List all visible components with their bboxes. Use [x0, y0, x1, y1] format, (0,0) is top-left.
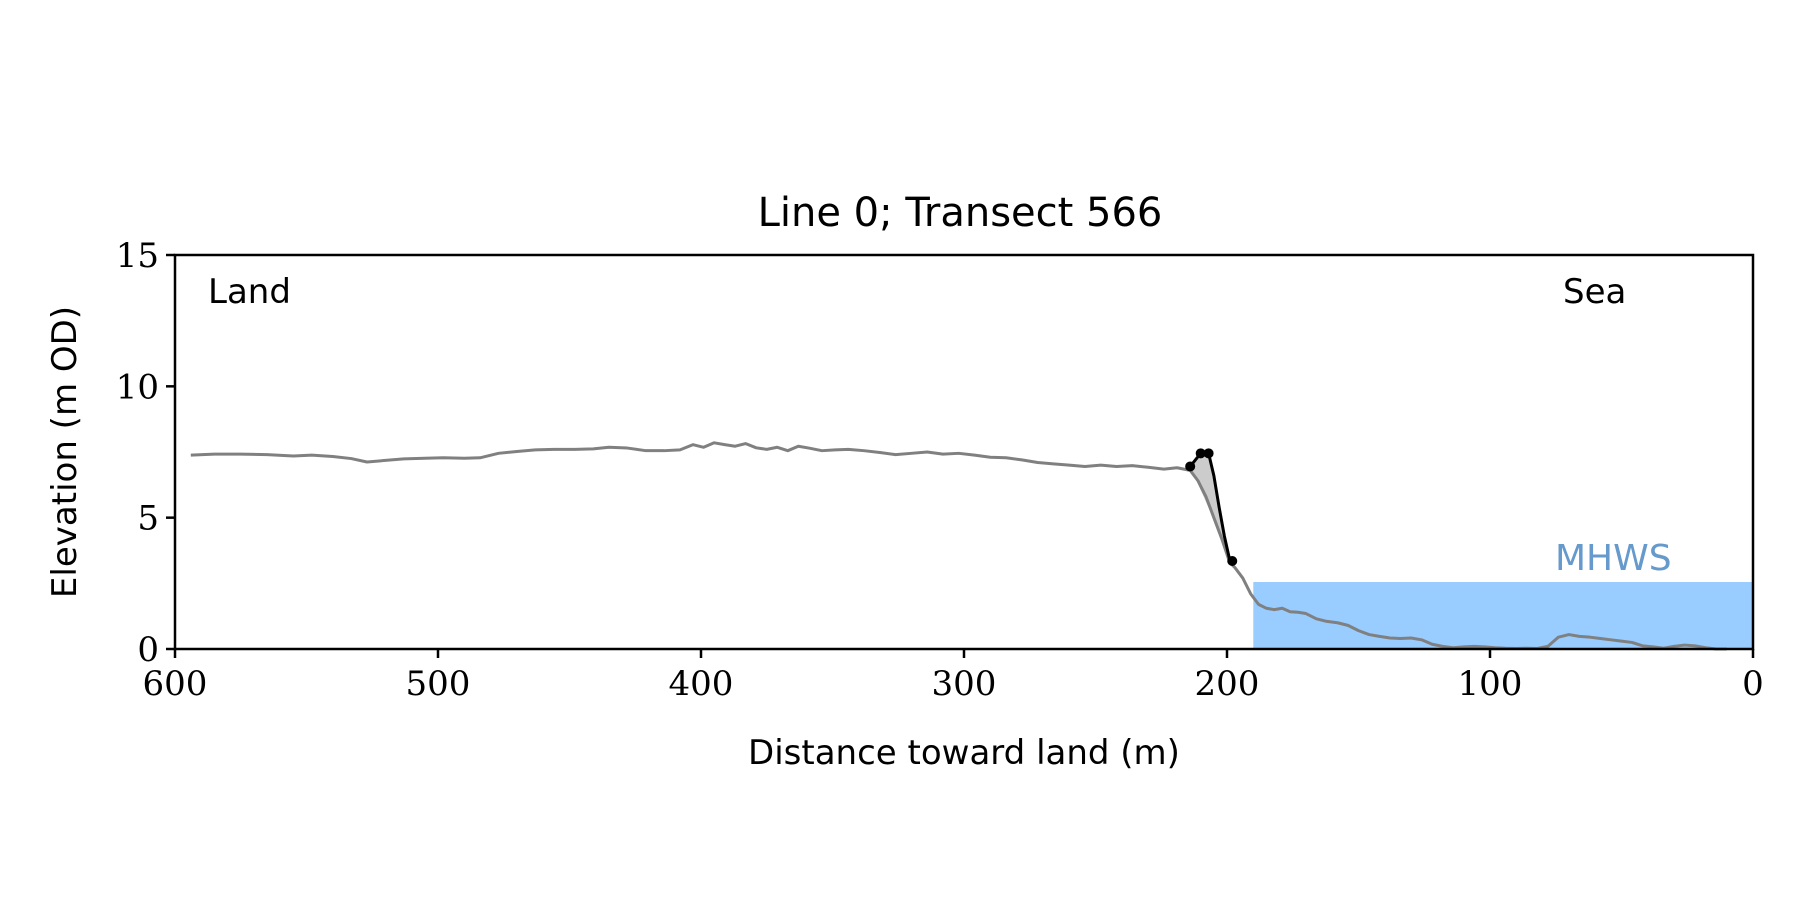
cliff-marker: [1195, 448, 1206, 459]
x-tick-label: 200: [1195, 664, 1260, 704]
cliff-marker: [1227, 556, 1238, 567]
x-tick-label: 300: [932, 664, 997, 704]
x-tick-label: 600: [143, 664, 208, 704]
mhws-band: [1253, 582, 1753, 649]
cliff-marker: [1203, 448, 1214, 459]
cliff-marker: [1185, 461, 1196, 472]
x-tick-label: 100: [1458, 664, 1523, 704]
y-tick-label: 10: [116, 367, 159, 407]
y-tick-label: 0: [137, 630, 159, 670]
y-axis-ticks: 0 5 10 15: [116, 236, 175, 670]
x-tick-label: 500: [406, 664, 471, 704]
x-axis-label: Distance toward land (m): [748, 733, 1180, 773]
y-tick-label: 15: [116, 236, 159, 276]
chart-title: Line 0; Transect 566: [758, 190, 1163, 236]
y-axis-label: Elevation (m OD): [45, 306, 85, 598]
x-axis-ticks: 600 500 400 300 200 100 0: [143, 649, 1764, 704]
annotation-land: Land: [208, 272, 291, 312]
y-tick-label: 5: [137, 499, 159, 539]
annotation-mhws: MHWS: [1555, 538, 1672, 579]
annotation-sea: Sea: [1563, 272, 1626, 312]
plot-area: [190, 441, 1753, 651]
x-tick-label: 0: [1742, 664, 1764, 704]
x-tick-label: 400: [669, 664, 734, 704]
